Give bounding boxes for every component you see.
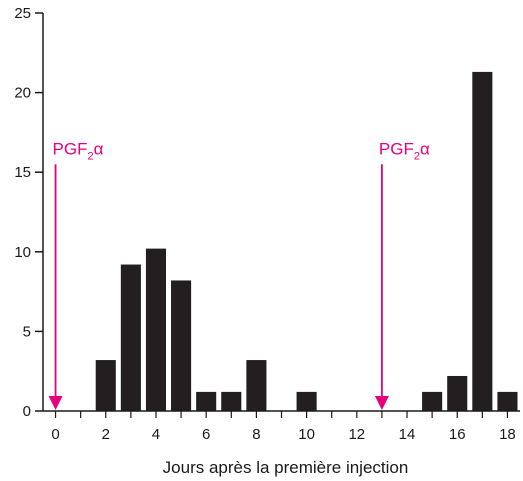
bars-group: [95, 71, 518, 412]
annotation-label: PGF2α: [379, 139, 430, 162]
bar-day-7: [221, 391, 242, 411]
bar-day-3: [120, 264, 141, 411]
bar-day-16: [447, 375, 468, 411]
y-tick-label: 15: [14, 164, 31, 181]
y-tick-label: 20: [14, 85, 31, 102]
x-tick-label: 2: [102, 426, 110, 443]
x-axis-ticks: 0 2 4 6 8 10 12 14 16 18: [51, 411, 516, 443]
y-tick-label: 25: [14, 5, 31, 22]
bar-day-4: [145, 248, 167, 411]
y-tick-label: 0: [23, 403, 31, 420]
x-tick-label: 16: [449, 426, 466, 443]
annotations-group: PGF2α PGF2α: [48, 139, 430, 410]
bar-day-6: [196, 391, 217, 411]
y-tick-label: 10: [14, 244, 31, 261]
x-tick-label: 8: [252, 426, 260, 443]
bar-day-2: [95, 360, 116, 411]
annotation-label: PGF2α: [53, 139, 104, 162]
x-tick-label: 0: [51, 426, 59, 443]
x-axis-title: Jours après la première injection: [163, 458, 409, 477]
y-axis-ticks: 0 5 10 15 20 25: [14, 5, 43, 420]
bar-day-18: [497, 391, 518, 411]
bar-day-10: [296, 391, 317, 411]
annotation-arrowhead: [48, 396, 63, 410]
x-tick-label: 14: [399, 426, 416, 443]
x-tick-label: 18: [499, 426, 516, 443]
bar-day-17: [472, 71, 493, 412]
bar-day-15: [422, 391, 443, 411]
annotation-arrowhead: [374, 396, 389, 410]
x-tick-label: 10: [298, 426, 315, 443]
x-tick-label: 12: [348, 426, 365, 443]
x-tick-label: 6: [202, 426, 210, 443]
bar-day-8: [246, 360, 267, 411]
bar-day-5: [171, 280, 192, 411]
y-tick-label: 5: [23, 323, 31, 340]
x-tick-label: 4: [152, 426, 160, 443]
